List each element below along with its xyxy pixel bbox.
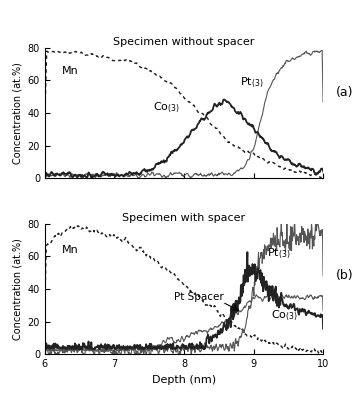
Text: Mn: Mn: [62, 66, 79, 76]
Text: Co$_{(3)}$: Co$_{(3)}$: [153, 100, 180, 115]
Text: Pt$_{(3)}$: Pt$_{(3)}$: [240, 76, 263, 90]
Title: Specimen with spacer: Specimen with spacer: [122, 213, 246, 223]
Text: Co$_{(3)}$: Co$_{(3)}$: [271, 309, 298, 323]
Text: Pt$_{(3)}$: Pt$_{(3)}$: [267, 247, 291, 261]
Text: (b): (b): [336, 269, 353, 282]
X-axis label: Depth (nm): Depth (nm): [152, 375, 216, 384]
Title: Specimen without spacer: Specimen without spacer: [113, 37, 255, 47]
Y-axis label: Concentration (at.%): Concentration (at.%): [12, 62, 22, 164]
Text: (a): (a): [336, 86, 353, 99]
Text: Pt Spacer: Pt Spacer: [173, 293, 223, 302]
Y-axis label: Concentration (at.%): Concentration (at.%): [12, 238, 22, 340]
Text: Mn: Mn: [62, 245, 79, 255]
